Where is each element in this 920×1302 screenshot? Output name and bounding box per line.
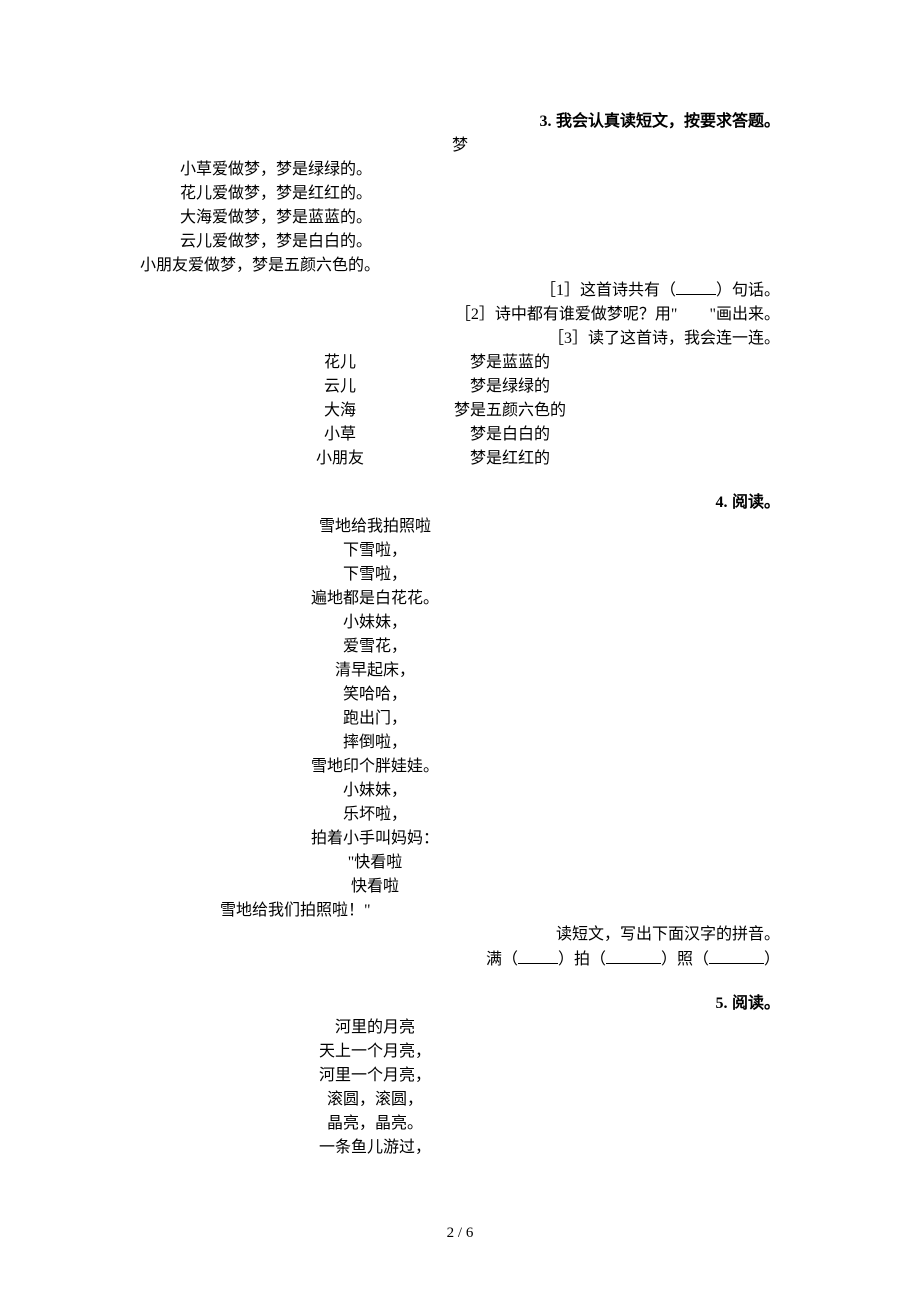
q1-pre: ［1］这首诗共有（: [540, 282, 676, 299]
poem-line: 小朋友爱做梦，梦是五颜六色的。: [140, 254, 780, 278]
poem-line: 雪地印个胖娃娃。: [140, 755, 780, 779]
section-5-number: 5.: [716, 995, 728, 1012]
q4-end: ）: [764, 951, 780, 968]
poem-5-title: 河里的月亮: [140, 1016, 780, 1040]
question-3-3: ［3］读了这首诗，我会连一连。: [140, 327, 780, 351]
question-3-1: ［1］这首诗共有（ ）句话。: [140, 278, 780, 303]
section-3-number: 3.: [540, 113, 552, 130]
poem-line: 一条鱼儿游过，: [140, 1136, 780, 1160]
document-page: 3. 我会认真读短文，按要求答题。 梦 小草爱做梦，梦是绿绿的。 花儿爱做梦，梦…: [0, 0, 920, 1302]
blank-fill[interactable]: [676, 278, 716, 295]
poem-line: 摔倒啦，: [140, 731, 780, 755]
poem-line: 跑出门，: [140, 707, 780, 731]
section-3-title: 我会认真读短文，按要求答题。: [556, 113, 780, 130]
match-left: 云儿: [275, 375, 405, 399]
poem-line: 乐坏啦，: [140, 803, 780, 827]
section-5-title: 阅读。: [732, 995, 780, 1012]
match-row: 大海梦是五颜六色的: [275, 399, 780, 423]
matching-block: 花儿梦是蓝蓝的 云儿梦是绿绿的 大海梦是五颜六色的 小草梦是白白的 小朋友梦是红…: [275, 351, 780, 471]
section-4-heading: 4. 阅读。: [140, 491, 780, 515]
poem-line: 小草爱做梦，梦是绿绿的。: [140, 158, 780, 182]
q1-post: ）句话。: [716, 282, 780, 299]
match-row: 云儿梦是绿绿的: [275, 375, 780, 399]
poem-4-title: 雪地给我拍照啦: [140, 515, 780, 539]
section-5-heading: 5. 阅读。: [140, 992, 780, 1016]
poem-line: 笑哈哈，: [140, 683, 780, 707]
blank-fill[interactable]: [709, 947, 764, 964]
blank-fill[interactable]: [518, 947, 558, 964]
poem-line: 雪地给我们拍照啦！": [140, 899, 780, 923]
poem-line: 大海爱做梦，梦是蓝蓝的。: [140, 206, 780, 230]
section-4-title: 阅读。: [732, 494, 780, 511]
blank-fill[interactable]: [606, 947, 661, 964]
match-row: 小草梦是白白的: [275, 423, 780, 447]
poem-line: 小妹妹，: [140, 779, 780, 803]
poem-line: 爱雪花，: [140, 635, 780, 659]
match-right: 梦是蓝蓝的: [405, 351, 615, 375]
poem-5-body: 天上一个月亮， 河里一个月亮， 滚圆，滚圆， 晶亮，晶亮。 一条鱼儿游过，: [140, 1040, 780, 1160]
poem-line: 下雪啦，: [140, 539, 780, 563]
match-left: 小草: [275, 423, 405, 447]
section-4-number: 4.: [716, 494, 728, 511]
poem-line: 云儿爱做梦，梦是白白的。: [140, 230, 780, 254]
poem-line: 滚圆，滚圆，: [140, 1088, 780, 1112]
match-left: 大海: [275, 399, 405, 423]
match-right: 梦是五颜六色的: [405, 399, 615, 423]
poem-line: 拍着小手叫妈妈：: [140, 827, 780, 851]
poem-line: 河里一个月亮，: [140, 1064, 780, 1088]
match-left: 小朋友: [275, 447, 405, 471]
poem-line: 快看啦: [140, 875, 780, 899]
section-3-heading: 3. 我会认真读短文，按要求答题。: [140, 110, 780, 134]
poem-line: 遍地都是白花花。: [140, 587, 780, 611]
poem-line: 小妹妹，: [140, 611, 780, 635]
question-3-2: ［2］诗中都有谁爱做梦呢？用" "画出来。: [140, 303, 780, 327]
poem-3-title: 梦: [140, 134, 780, 158]
match-row: 花儿梦是蓝蓝的: [275, 351, 780, 375]
question-4-text: 读短文，写出下面汉字的拼音。: [140, 923, 780, 947]
poem-line: 晶亮，晶亮。: [140, 1112, 780, 1136]
poem-line: 花儿爱做梦，梦是红红的。: [140, 182, 780, 206]
match-right: 梦是红红的: [405, 447, 615, 471]
poem-4-body: 下雪啦， 下雪啦， 遍地都是白花花。 小妹妹， 爱雪花， 清早起床， 笑哈哈， …: [140, 539, 780, 923]
match-row: 小朋友梦是红红的: [275, 447, 780, 471]
match-left: 花儿: [275, 351, 405, 375]
poem-line: 清早起床，: [140, 659, 780, 683]
page-number: 2 / 6: [0, 1222, 920, 1245]
question-4-blanks: 满（ ）拍（ ）照（ ）: [140, 947, 780, 972]
q4-c1: 满（: [486, 951, 518, 968]
poem-line: "快看啦: [140, 851, 780, 875]
poem-3-body: 小草爱做梦，梦是绿绿的。 花儿爱做梦，梦是红红的。 大海爱做梦，梦是蓝蓝的。 云…: [140, 158, 780, 278]
q4-c2: ）拍（: [558, 951, 606, 968]
poem-line: 下雪啦，: [140, 563, 780, 587]
poem-line: 天上一个月亮，: [140, 1040, 780, 1064]
q4-c3: ）照（: [661, 951, 709, 968]
match-right: 梦是绿绿的: [405, 375, 615, 399]
match-right: 梦是白白的: [405, 423, 615, 447]
